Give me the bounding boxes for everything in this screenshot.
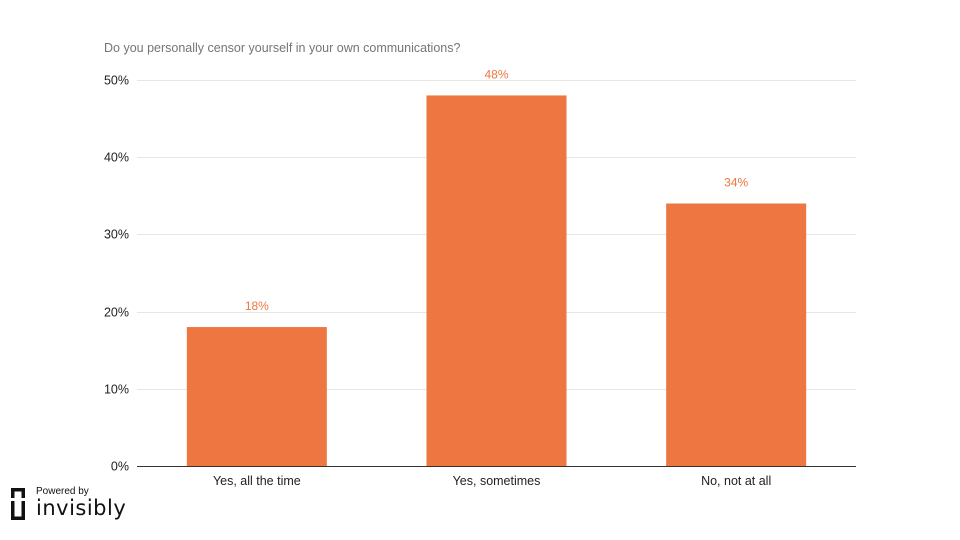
bar xyxy=(666,203,807,466)
bars-layer xyxy=(186,95,807,466)
y-tick-label: 0% xyxy=(111,460,129,474)
bar-value-label: 34% xyxy=(724,176,748,190)
powered-by-invisibly: Powered by invisibly xyxy=(10,486,140,526)
x-category-label: Yes, all the time xyxy=(213,474,301,488)
y-tick-label: 10% xyxy=(104,383,129,397)
labels-layer: 0% 10% 20% 30% 40% 50% 18% Yes, all the time 48%… xyxy=(104,67,771,488)
brand-name: invisibly xyxy=(36,496,127,520)
x-category-label: Yes, sometimes xyxy=(453,474,541,488)
y-tick-label: 50% xyxy=(104,74,129,88)
bar xyxy=(426,95,567,466)
y-tick-label: 40% xyxy=(104,151,129,165)
powered-by-label: Powered by xyxy=(36,486,89,497)
x-category-label: No, not at all xyxy=(701,474,771,488)
invisibly-logo-icon xyxy=(11,488,25,520)
bar-value-label: 18% xyxy=(245,299,269,313)
bar-value-label: 48% xyxy=(484,67,508,81)
y-tick-label: 20% xyxy=(104,306,129,320)
chart-title: Do you personally censor yourself in you… xyxy=(104,41,460,55)
y-tick-label: 30% xyxy=(104,228,129,242)
bar xyxy=(186,327,327,466)
